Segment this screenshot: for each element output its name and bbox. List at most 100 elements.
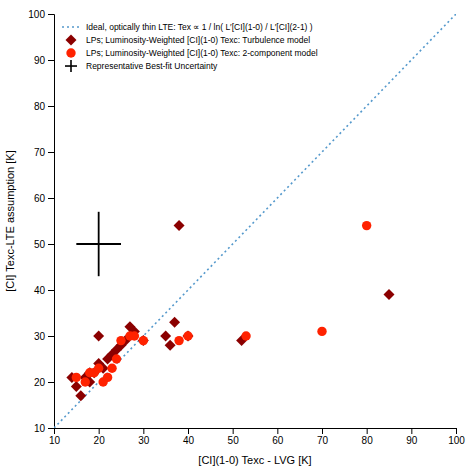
point [384,289,395,300]
tick-mark [48,382,54,383]
tick: 10 [49,428,61,446]
point [72,373,81,382]
tick: 20 [34,377,54,388]
point [165,340,176,351]
tick: 70 [34,147,54,158]
tick-label: 50 [34,239,46,250]
tick: 90 [34,55,54,66]
legend-marker-part [70,60,72,72]
tick-label: 30 [34,331,46,342]
y-axis: 10 20 30 40 50 60 70 80 90 100 [28,9,54,434]
tick-label: 100 [28,9,45,20]
point [75,390,86,401]
tick: 90 [406,428,418,446]
tick-mark [48,244,54,245]
tick-label: 90 [406,435,418,446]
point [174,336,183,345]
tick-mark [48,106,54,107]
series [72,221,372,387]
tick: 60 [272,428,284,446]
point [112,354,121,363]
axis-line [55,429,457,435]
tick: 30 [34,331,54,342]
tick-mark [48,428,54,429]
legend-item: Ideal, optically thin LTE: Tex ∝ 1 / ln(… [62,22,313,32]
tick-mark [99,428,100,434]
x-axis: 10 20 30 40 50 60 70 80 90 100 [49,428,465,446]
series [54,14,456,428]
tick-label: 70 [34,147,46,158]
line [54,14,456,428]
tick-mark [456,428,457,434]
legend-item: LPs; Luminosity-Weighted [CI](1-0) Texc:… [66,48,317,58]
plot: 1020304050607080901001020304050607080901… [28,9,465,446]
point [103,373,112,382]
tick: 50 [228,428,240,446]
tick-mark [48,198,54,199]
x-axis-title: [CI](1-0) Texc - LVG [K] [198,454,311,466]
tick-mark [48,152,54,153]
tick: 100 [448,428,465,446]
tick-label: 80 [34,101,46,112]
tick-label: 10 [49,435,61,446]
point [183,331,192,340]
point [71,381,82,392]
tick-mark [48,290,54,291]
point [130,331,139,340]
tick-label: 20 [34,377,46,388]
point [160,331,171,342]
tick: 70 [317,428,329,446]
tick-label: 100 [448,435,465,446]
legend-swatch [65,60,77,72]
tick: 40 [183,428,195,446]
point [81,377,90,386]
point [107,364,116,373]
point [169,317,180,328]
tick-mark [48,336,54,337]
tick-label: 30 [138,435,150,446]
legend-label: Representative Best-fit Uncertainty [86,61,218,71]
point [139,336,148,345]
point [93,331,104,342]
point [94,364,103,373]
legend-label: LPs; Luminosity-Weighted [CI](1-0) Texc:… [86,48,318,58]
point [138,335,149,346]
tick: 10 [34,423,54,434]
marks [54,14,456,428]
legend-label: LPs; Luminosity-Weighted [CI](1-0) Texc:… [86,35,310,45]
series [66,220,394,401]
legend-item: LPs; Luminosity-Weighted [CI](1-0) Texc:… [66,35,311,46]
tick-mark [188,428,189,434]
tick: 20 [94,428,106,446]
legend-swatch [66,35,77,46]
tick-label: 60 [34,193,46,204]
axis-line [48,15,55,429]
tick-label: 70 [317,435,329,446]
tick-mark [277,428,278,434]
point [241,331,250,340]
tick: 40 [34,285,54,296]
chart: 1020304050607080901001020304050607080901… [0,0,474,474]
point [174,220,185,231]
tick-label: 20 [94,435,106,446]
tick: 50 [34,239,54,250]
tick: 100 [28,9,54,20]
tick-label: 80 [362,435,374,446]
y-axis-title: [CI] Texc-LTE assumption [K] [4,150,16,291]
tick-mark [48,60,54,61]
point [116,336,125,345]
series [76,212,121,276]
tick-mark [233,428,234,434]
legend: Ideal, optically thin LTE: Tex ∝ 1 / ln(… [62,22,318,72]
tick-label: 90 [34,55,46,66]
tick: 30 [138,428,150,446]
tick-label: 40 [34,285,46,296]
tick-mark [367,428,368,434]
tick: 80 [362,428,374,446]
legend-label: Ideal, optically thin LTE: Tex ∝ 1 / ln(… [86,22,313,32]
tick-mark [48,14,54,15]
point [362,221,371,230]
point [317,327,326,336]
legend-swatch [62,26,80,28]
tick-label: 40 [183,435,195,446]
